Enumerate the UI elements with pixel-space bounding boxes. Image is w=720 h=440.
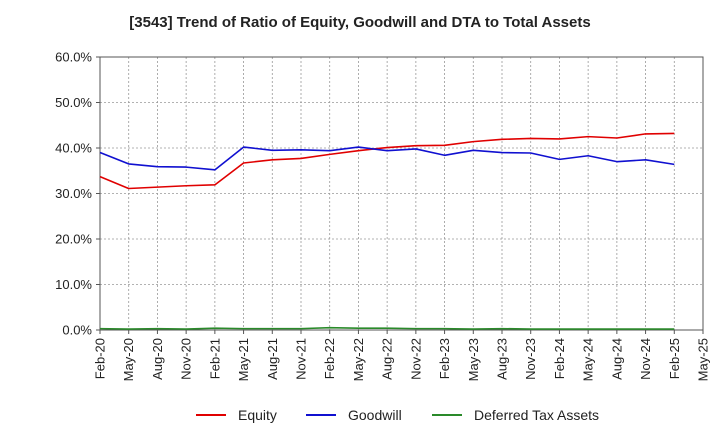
legend-label-deferred-tax-assets: Deferred Tax Assets — [474, 407, 599, 423]
x-tick-label: Feb-24 — [552, 338, 567, 379]
x-tick-label: Nov-22 — [408, 338, 423, 380]
x-tick-label: May-23 — [466, 338, 481, 381]
series-lines — [99, 132, 675, 330]
series-line-goodwill — [99, 146, 675, 171]
x-tick-label: Feb-21 — [207, 338, 222, 379]
x-tick-label: May-22 — [351, 338, 366, 381]
y-axis: 0.0% 10.0% 20.0% 30.0% 40.0% 50.0% 60.0% — [55, 50, 100, 338]
x-tick-label: Feb-22 — [322, 338, 337, 379]
x-axis: Feb-20 May-20 Aug-20 Nov-20 Feb-21 May-21 Aug-… — [93, 330, 711, 381]
series-line-equity — [99, 132, 675, 190]
y-tick-label: 20.0% — [55, 232, 92, 247]
y-tick-label: 0.0% — [62, 323, 92, 338]
y-tick-label: 30.0% — [55, 186, 92, 201]
y-tick-label: 10.0% — [55, 277, 92, 292]
x-tick-label: May-21 — [236, 338, 251, 381]
x-tick-label: Feb-23 — [437, 338, 452, 379]
legend: Equity Goodwill Deferred Tax Assets — [196, 407, 599, 423]
chart-title: [3543] Trend of Ratio of Equity, Goodwil… — [129, 14, 591, 31]
x-tick-label: May-25 — [696, 338, 711, 381]
x-tick-label: Aug-24 — [609, 338, 624, 380]
x-tick-label: Nov-20 — [179, 338, 194, 380]
x-tick-label: May-24 — [581, 338, 596, 381]
x-tick-label: Nov-23 — [523, 338, 538, 380]
legend-label-equity: Equity — [238, 407, 277, 423]
x-tick-label: Feb-20 — [93, 338, 108, 379]
y-tick-label: 40.0% — [55, 141, 92, 156]
x-tick-label: Feb-25 — [667, 338, 682, 379]
y-tick-label: 50.0% — [55, 95, 92, 110]
x-tick-label: Aug-22 — [380, 338, 395, 380]
x-tick-label: May-20 — [121, 338, 136, 381]
x-tick-label: Nov-24 — [638, 338, 653, 380]
grid-lines — [100, 57, 703, 330]
legend-label-goodwill: Goodwill — [348, 407, 402, 423]
x-tick-label: Aug-23 — [495, 338, 510, 380]
x-tick-label: Aug-21 — [265, 338, 280, 380]
series-line-deferred-tax-assets — [99, 326, 675, 330]
x-tick-label: Aug-20 — [150, 338, 165, 380]
x-tick-label: Nov-21 — [294, 338, 309, 380]
y-tick-label: 60.0% — [55, 50, 92, 65]
